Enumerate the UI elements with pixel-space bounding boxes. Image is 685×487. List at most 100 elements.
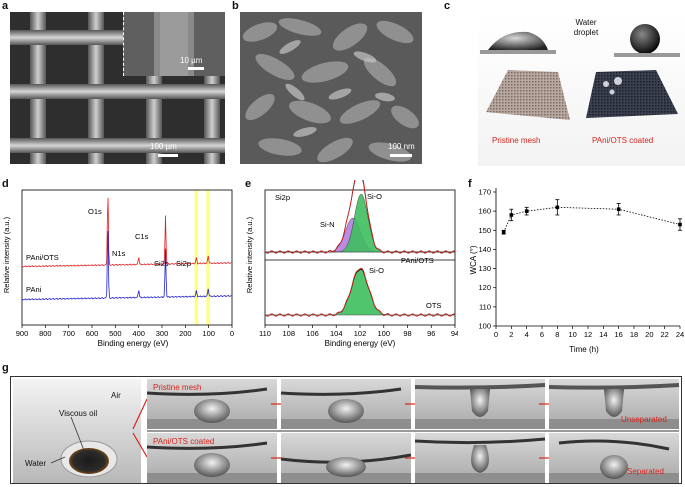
f-ytick-label: 110 (479, 302, 491, 311)
d-xlabel: Binding energy (eV) (98, 339, 169, 348)
f-data-point (555, 205, 560, 210)
g-frame-floor (415, 473, 545, 483)
e-xtick-label: 108 (282, 329, 295, 338)
g-frame-floor (549, 419, 679, 429)
separation-sequence-frame: Air Viscous oil Water Pristine mesh Unse… (10, 376, 682, 484)
e-xlabel: Binding energy (eV) (325, 339, 396, 348)
g-mesh (280, 387, 402, 396)
e-xtick-label: 98 (403, 329, 411, 338)
sem-image-mesh: 10 µm 100 µm (10, 12, 225, 164)
d-peak-o1s: O1s (88, 207, 102, 216)
d-legend-pani: PAni (26, 285, 42, 294)
d-legend-pani-ots: PAni/OTS (26, 253, 59, 262)
f-ylabel: WCA (°) (470, 245, 478, 274)
e-xtick-label: 110 (259, 329, 271, 338)
f-xtick-label: 2 (509, 330, 513, 339)
g-droplet (326, 457, 366, 477)
g-viscous-oil-label: Viscous oil (59, 409, 98, 418)
pani-ots-coated-caption: PAni/OTS coated (592, 136, 654, 145)
g-row1-label: Pristine mesh (153, 383, 202, 392)
f-ytick-label: 120 (478, 283, 491, 292)
g-row2-result: Separated (627, 467, 664, 476)
f-trend-line (503, 206, 681, 233)
nano-scale-bar (390, 154, 412, 157)
g-droplet (328, 399, 364, 423)
g-droplet (470, 389, 490, 417)
sem-image-nanostructure: 100 nm (240, 12, 422, 164)
g-mesh (414, 437, 546, 445)
f-data-point (501, 230, 506, 234)
e-xtick-label: 96 (427, 329, 435, 338)
f-data-point (524, 209, 529, 213)
e-label-ots: OTS (426, 301, 441, 310)
f-xtick-label: 20 (645, 330, 653, 339)
g-droplet (604, 389, 624, 417)
photo-droplet-mesh: Water droplet Pristine mesh PAni/OTS coa… (478, 12, 685, 166)
panel-label-c: c (444, 0, 451, 12)
e-label-si-o-ots: Si-O (369, 266, 384, 275)
f-ytick-label: 100 (478, 322, 491, 331)
d-ylabel: Relative intensity (a.u.) (2, 216, 11, 293)
g-air-label: Air (111, 391, 121, 400)
e-label-si-o: Si-O (367, 192, 382, 201)
f-xtick-label: 4 (525, 330, 529, 339)
g-frame-floor (281, 473, 411, 483)
f-xtick-label: 14 (599, 330, 607, 339)
g-droplet (600, 455, 628, 479)
f-xtick-label: 6 (540, 330, 544, 339)
g-droplet (471, 445, 489, 473)
e-fit-ots (264, 267, 456, 317)
d-xtick-label: 100 (202, 329, 215, 338)
sem-inset (123, 12, 225, 76)
d-xtick-label: 500 (109, 329, 122, 338)
d-peak-n1s: N1s (112, 249, 126, 258)
g-mesh (146, 441, 268, 450)
inset-scale-label: 10 µm (180, 56, 203, 65)
g-row2-label: PAni/OTS coated (153, 437, 215, 446)
xps-survey-chart: 900 800 700 600 500 400 300 200 100 0 Binding ene… (2, 189, 234, 348)
f-xtick-label: 18 (630, 330, 638, 339)
d-xtick-label: 200 (179, 329, 192, 338)
d-series-pani (21, 230, 233, 301)
d-xtick-label: 0 (230, 329, 234, 338)
f-xtick-label: 8 (555, 330, 559, 339)
f-data-point (509, 213, 514, 217)
d-plot-frame (21, 189, 233, 326)
d-xtick-label: 300 (156, 329, 169, 338)
e-xtick-label: 94 (451, 329, 458, 338)
g-mesh (558, 439, 670, 451)
panel-label-b: b (232, 0, 239, 12)
panel-label-a: a (2, 0, 9, 12)
f-xtick-label: 22 (660, 330, 668, 339)
f-xtick-label: 24 (676, 330, 684, 339)
panel-label-d: d (2, 178, 9, 190)
f-data-point (678, 222, 682, 227)
g-frame-floor (147, 419, 277, 429)
d-peak-c1s: C1s (135, 232, 149, 241)
d-peak-si2s: Si2s (154, 259, 169, 268)
g-row1-result: Unseparated (621, 415, 667, 424)
g-frame-floor (147, 473, 277, 483)
e-xtick-label: 104 (330, 329, 343, 338)
d-xtick-label: 800 (39, 329, 52, 338)
d-peak-si2p: Si2p (176, 259, 191, 268)
g-mesh (548, 383, 680, 390)
f-ytick-label: 170 (478, 188, 491, 197)
g-frame-floor (415, 419, 545, 429)
g-droplet (194, 453, 230, 477)
e-title: Si2p (275, 193, 290, 202)
e-xtick-label: 100 (377, 329, 390, 338)
pristine-mesh-caption: Pristine mesh (492, 136, 541, 145)
f-ytick-label: 150 (478, 226, 491, 235)
panel-label-g: g (2, 362, 9, 374)
f-data-point (616, 207, 621, 212)
f-xtick-label: 0 (494, 330, 498, 339)
d-xtick-label: 400 (132, 329, 145, 338)
f-xlabel: Time (h) (569, 345, 599, 354)
panel-label-f: f (468, 178, 472, 190)
e-fit-pani-ots (264, 180, 456, 254)
main-scale-bar (158, 154, 178, 157)
f-xtick-label: 12 (584, 330, 592, 339)
d-xtick-label: 700 (62, 329, 75, 338)
